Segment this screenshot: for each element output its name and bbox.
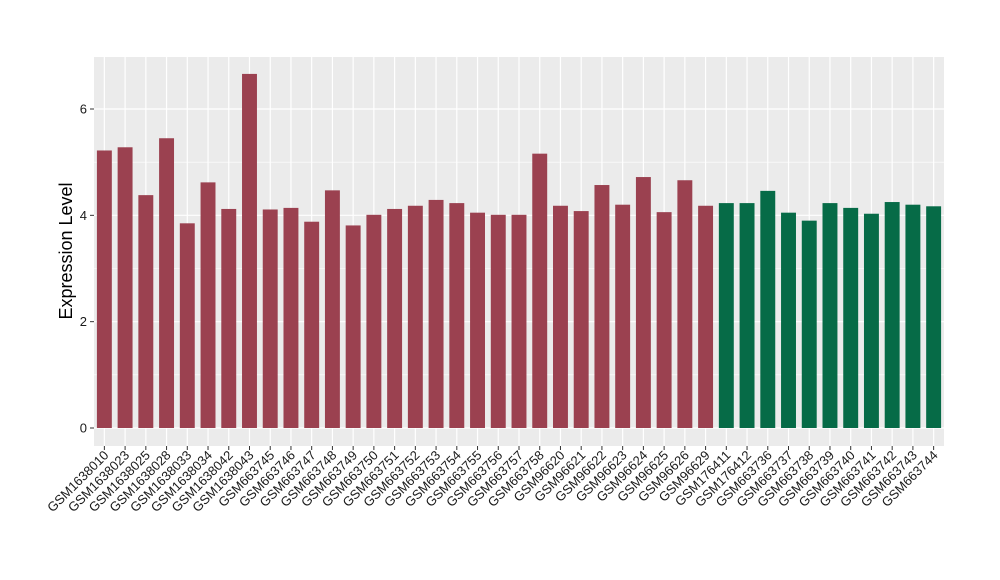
bar-GSM663742 bbox=[884, 202, 900, 428]
bar-GSM663752 bbox=[407, 205, 423, 428]
bar-GSM663738 bbox=[801, 220, 817, 428]
bar-GSM176412 bbox=[739, 203, 755, 428]
bar-GSM96626 bbox=[677, 180, 693, 428]
bar-GSM663740 bbox=[843, 207, 859, 428]
bar-GSM1638042 bbox=[221, 208, 237, 428]
bar-GSM663744 bbox=[926, 206, 942, 428]
bar-GSM1638028 bbox=[159, 138, 175, 428]
bar-GSM96622 bbox=[594, 185, 610, 428]
bar-GSM663749 bbox=[345, 225, 361, 428]
bar-GSM663753 bbox=[428, 199, 444, 428]
bar-GSM663751 bbox=[387, 208, 403, 428]
bar-GSM663739 bbox=[822, 203, 838, 428]
bar-GSM663747 bbox=[304, 221, 320, 428]
bar-GSM663748 bbox=[324, 190, 340, 428]
bar-GSM1638010 bbox=[96, 150, 112, 428]
y-tick-label: 6 bbox=[80, 102, 87, 117]
bar-GSM663758 bbox=[532, 153, 548, 428]
bar-GSM96621 bbox=[573, 211, 589, 428]
bar-GSM663754 bbox=[449, 203, 465, 428]
bar-GSM96620 bbox=[553, 205, 568, 428]
bar-GSM96624 bbox=[635, 177, 651, 428]
bar-GSM663750 bbox=[366, 214, 382, 428]
bar-GSM1638034 bbox=[200, 182, 216, 428]
bar-GSM663757 bbox=[511, 214, 527, 428]
bar-GSM176411 bbox=[718, 203, 734, 428]
bar-GSM96623 bbox=[615, 204, 631, 428]
bar-GSM663743 bbox=[905, 204, 921, 428]
bar-GSM663746 bbox=[283, 207, 299, 428]
bar-GSM1638043 bbox=[242, 73, 257, 428]
y-tick-label: 4 bbox=[80, 208, 87, 223]
y-tick-label: 0 bbox=[80, 421, 87, 436]
y-axis: 0 2 4 6 bbox=[80, 102, 94, 436]
bar-GSM96629 bbox=[698, 205, 714, 428]
bar-GSM663755 bbox=[470, 212, 485, 428]
bar-GSM1638025 bbox=[138, 195, 154, 428]
bar-GSM663756 bbox=[490, 214, 506, 428]
bar-GSM96625 bbox=[656, 212, 672, 428]
bar-GSM1638023 bbox=[117, 147, 133, 428]
bar-GSM663736 bbox=[760, 190, 776, 428]
bar-GSM663741 bbox=[863, 213, 879, 428]
y-axis-title: Expression Level bbox=[56, 182, 76, 319]
y-tick-label: 2 bbox=[80, 314, 87, 329]
bars bbox=[96, 73, 942, 428]
bar-GSM1638033 bbox=[179, 223, 195, 428]
x-axis: GSM1638010GSM1638023GSM1638025GSM1638028… bbox=[44, 446, 941, 515]
bar-GSM663745 bbox=[262, 209, 278, 428]
bar-GSM663737 bbox=[781, 212, 796, 428]
